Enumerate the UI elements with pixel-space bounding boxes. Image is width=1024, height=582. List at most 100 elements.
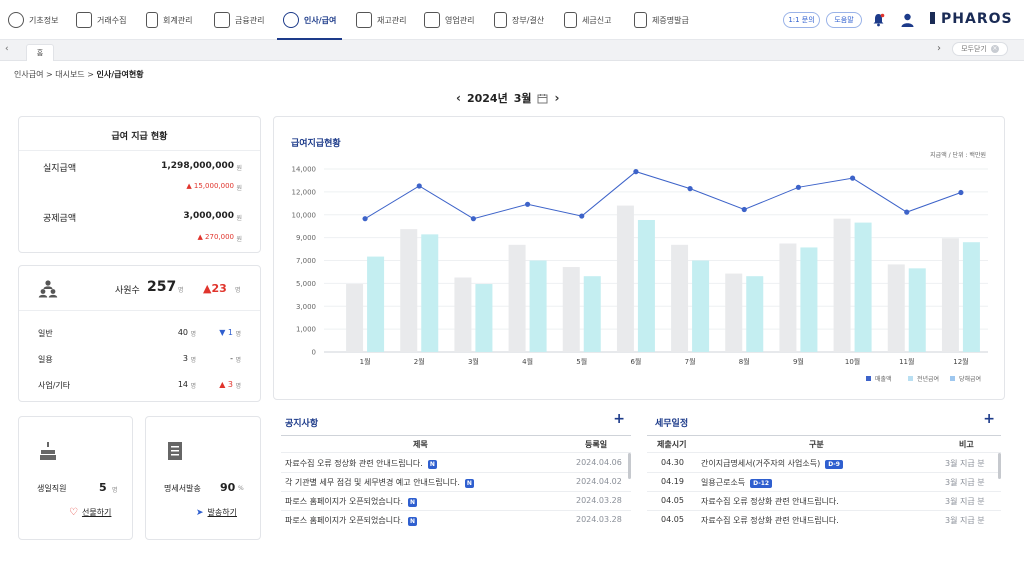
actual-pay-change: ▲ 15,000,000	[186, 182, 234, 190]
bell-icon[interactable]	[872, 13, 885, 27]
bar-current-year	[583, 276, 601, 352]
chevron-right-icon[interactable]: ›	[937, 43, 941, 54]
pharos-logo[interactable]: PHAROS	[930, 11, 1013, 27]
prev-month-button[interactable]: ‹	[456, 91, 461, 105]
schedule-col-note: 비고	[959, 440, 974, 449]
sales-point	[633, 169, 639, 175]
nav-certificates[interactable]: 제증명발급	[634, 0, 689, 40]
schedule-due: 04.30	[661, 458, 684, 467]
actual-pay-change-unit: 원	[236, 185, 242, 192]
actual-pay-label: 실지급액	[43, 164, 77, 174]
nav-label: 금융관리	[235, 15, 265, 25]
nav-label: 영업관리	[445, 15, 475, 25]
statement-card: 명세서발송 90 % ➤ 발송하기	[145, 416, 261, 540]
schedule-due: 04.05	[661, 515, 684, 524]
inquiry-button[interactable]: 1:1 문의	[783, 12, 820, 28]
breadcrumb-path: 인사급여 > 대시보드 >	[14, 70, 97, 79]
notice-row-title: 파로스 홈페이지가 오픈되었습니다.	[285, 516, 404, 525]
statement-unit: %	[238, 485, 244, 492]
notice-row-date: 2024.03.28	[576, 496, 622, 505]
nav-ledger[interactable]: 장부/결산	[494, 0, 544, 40]
new-badge: N	[427, 460, 437, 469]
profile-icon[interactable]	[901, 13, 914, 27]
logo-mark-icon	[930, 12, 935, 24]
bar-current-year	[962, 242, 980, 352]
sales-line	[364, 171, 962, 220]
employee-count-change-unit: 명	[235, 287, 241, 294]
payment-status-card: 급여 지급 현황 실지급액 1,298,000,000 원 ▲ 15,000,0…	[18, 116, 261, 253]
truck-icon	[76, 12, 92, 28]
employee-count-unit: 명	[178, 287, 184, 294]
send-icon: ➤	[196, 507, 204, 518]
bar-current-year	[746, 276, 764, 352]
emp-type-change: ▲ 3	[219, 380, 233, 389]
schedule-due: 04.19	[661, 477, 684, 486]
y-tick-label: 0	[312, 349, 316, 357]
add-notice-button[interactable]: +	[613, 411, 625, 427]
birthday-card: 생일직원 5 명 ♡ 선물하기	[18, 416, 133, 540]
breadcrumb-current: 인사/급여현황	[96, 70, 144, 79]
emp-type-value: 40	[177, 328, 188, 337]
bar-prev-year	[400, 229, 418, 352]
y-tick-label: 9,000	[296, 234, 316, 242]
schedule-type: 자료수집 오류 정상화 관련 안내드립니다.	[701, 497, 839, 506]
emp-type-unit: 명	[190, 357, 196, 364]
schedule-type: 간이지급명세서(거주자의 사업소득)	[701, 459, 821, 468]
y-tick-label: 14,000	[292, 166, 317, 174]
box-icon	[356, 12, 372, 28]
x-tick-label: 7월	[685, 357, 696, 366]
send-gift-button[interactable]: ♡ 선물하기	[69, 507, 111, 518]
top-nav: 기초정보 거래수집 회계관리 금융관리 인사/급여 재고관리 영업관리 장부/결…	[0, 0, 1024, 40]
sales-point	[904, 209, 910, 215]
notice-col-title: 제목	[413, 440, 428, 449]
calculator-icon	[494, 12, 507, 28]
emp-type-change: -	[230, 354, 233, 363]
tab-home[interactable]: 홈	[26, 44, 54, 61]
nav-transaction-collect[interactable]: 거래수집	[76, 0, 126, 40]
nav-tax-filing[interactable]: 세금신고	[564, 0, 611, 40]
nav-sales[interactable]: 영업관리	[424, 0, 474, 40]
add-schedule-button[interactable]: +	[983, 411, 995, 427]
nav-finance[interactable]: 금융관리	[214, 0, 264, 40]
nav-inventory[interactable]: 재고관리	[356, 0, 406, 40]
nav-label: 인사/급여	[304, 15, 337, 25]
bar-prev-year	[616, 205, 634, 352]
chevron-left-icon[interactable]: ‹	[5, 44, 9, 54]
sales-point	[579, 213, 585, 219]
notice-col-date: 등록일	[585, 440, 608, 449]
next-month-button[interactable]: ›	[554, 91, 560, 105]
x-tick-label: 3월	[468, 357, 479, 366]
calendar-icon[interactable]	[537, 93, 548, 104]
notice-scrollbar[interactable]	[628, 453, 631, 479]
nav-hr-payroll[interactable]: 인사/급여	[276, 0, 343, 40]
schedule-scrollbar[interactable]	[998, 453, 1001, 479]
nav-label: 재고관리	[377, 15, 407, 25]
bar-current-year	[692, 260, 710, 352]
emp-type-label: 일반	[38, 329, 53, 338]
breadcrumb: 인사급여 > 대시보드 > 인사/급여현황	[14, 69, 144, 80]
close-all-button[interactable]: 모두닫기 ×	[952, 42, 1008, 56]
team-icon	[38, 280, 58, 298]
deduction-unit: 원	[236, 215, 242, 222]
send-statement-button[interactable]: ➤ 발송하기	[196, 507, 237, 518]
nav-label: 제증명발급	[652, 15, 689, 25]
help-button[interactable]: 도움말	[826, 12, 862, 28]
sales-point	[795, 184, 802, 190]
sales-point	[362, 216, 368, 222]
tax-schedule-title: 세무일정	[655, 419, 689, 429]
sales-point	[687, 186, 693, 192]
bar-current-year	[908, 268, 926, 352]
nav-basic-info[interactable]: 기초정보	[8, 0, 58, 40]
emp-type-unit: 명	[190, 331, 196, 338]
nav-accounting[interactable]: 회계관리	[146, 0, 192, 40]
nav-label: 세금신고	[582, 15, 612, 25]
bar-prev-year	[833, 218, 851, 352]
emp-type-change-unit: 명	[235, 357, 241, 364]
bar-current-year	[529, 260, 547, 352]
close-icon: ×	[990, 45, 999, 53]
sales-point	[524, 201, 531, 207]
deduction-change: ▲ 270,000	[197, 233, 234, 241]
period-year: 2024년	[466, 92, 508, 105]
schedule-note: 3월 지급 분	[945, 516, 985, 525]
emp-type-label: 일용	[38, 355, 53, 364]
